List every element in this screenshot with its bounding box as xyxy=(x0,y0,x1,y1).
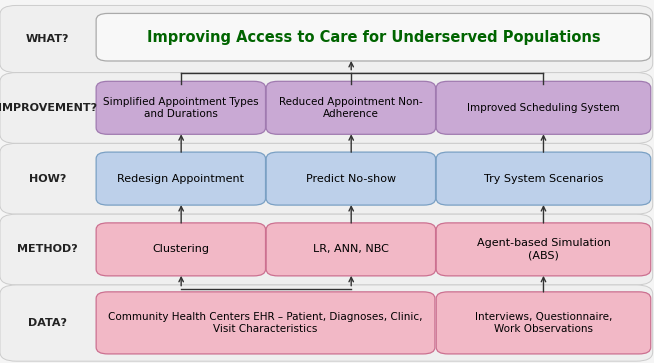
Text: Reduced Appointment Non-
Adherence: Reduced Appointment Non- Adherence xyxy=(279,97,422,119)
FancyBboxPatch shape xyxy=(0,73,653,143)
Text: Predict No-show: Predict No-show xyxy=(306,174,396,184)
Text: Redesign Appointment: Redesign Appointment xyxy=(117,174,245,184)
FancyBboxPatch shape xyxy=(96,152,266,205)
FancyBboxPatch shape xyxy=(0,214,653,285)
Text: Community Health Centers EHR – Patient, Diagnoses, Clinic,
Visit Characteristics: Community Health Centers EHR – Patient, … xyxy=(109,312,422,334)
FancyBboxPatch shape xyxy=(266,152,436,205)
FancyBboxPatch shape xyxy=(436,223,651,276)
FancyBboxPatch shape xyxy=(96,13,651,61)
FancyBboxPatch shape xyxy=(0,5,653,73)
FancyBboxPatch shape xyxy=(266,81,436,134)
Text: Improved Scheduling System: Improved Scheduling System xyxy=(467,103,620,113)
FancyBboxPatch shape xyxy=(436,81,651,134)
Text: Try System Scenarios: Try System Scenarios xyxy=(484,174,603,184)
FancyBboxPatch shape xyxy=(96,81,266,134)
Text: Clustering: Clustering xyxy=(152,244,209,254)
Text: LR, ANN, NBC: LR, ANN, NBC xyxy=(313,244,389,254)
Text: HOW?: HOW? xyxy=(29,174,67,184)
FancyBboxPatch shape xyxy=(436,292,651,354)
FancyBboxPatch shape xyxy=(0,143,653,214)
FancyBboxPatch shape xyxy=(266,223,436,276)
Text: Simplified Appointment Types
and Durations: Simplified Appointment Types and Duratio… xyxy=(103,97,258,119)
Text: Improving Access to Care for Underserved Populations: Improving Access to Care for Underserved… xyxy=(146,30,600,45)
FancyBboxPatch shape xyxy=(0,285,653,361)
Text: Agent-based Simulation
(ABS): Agent-based Simulation (ABS) xyxy=(477,238,610,261)
Text: WHAT?: WHAT? xyxy=(26,34,69,44)
Text: DATA?: DATA? xyxy=(28,318,67,328)
Text: METHOD?: METHOD? xyxy=(18,244,78,254)
Text: IMPROVEMENT?: IMPROVEMENT? xyxy=(0,103,97,113)
FancyBboxPatch shape xyxy=(96,223,266,276)
FancyBboxPatch shape xyxy=(96,292,435,354)
Text: Interviews, Questionnaire,
Work Observations: Interviews, Questionnaire, Work Observat… xyxy=(475,312,612,334)
FancyBboxPatch shape xyxy=(436,152,651,205)
